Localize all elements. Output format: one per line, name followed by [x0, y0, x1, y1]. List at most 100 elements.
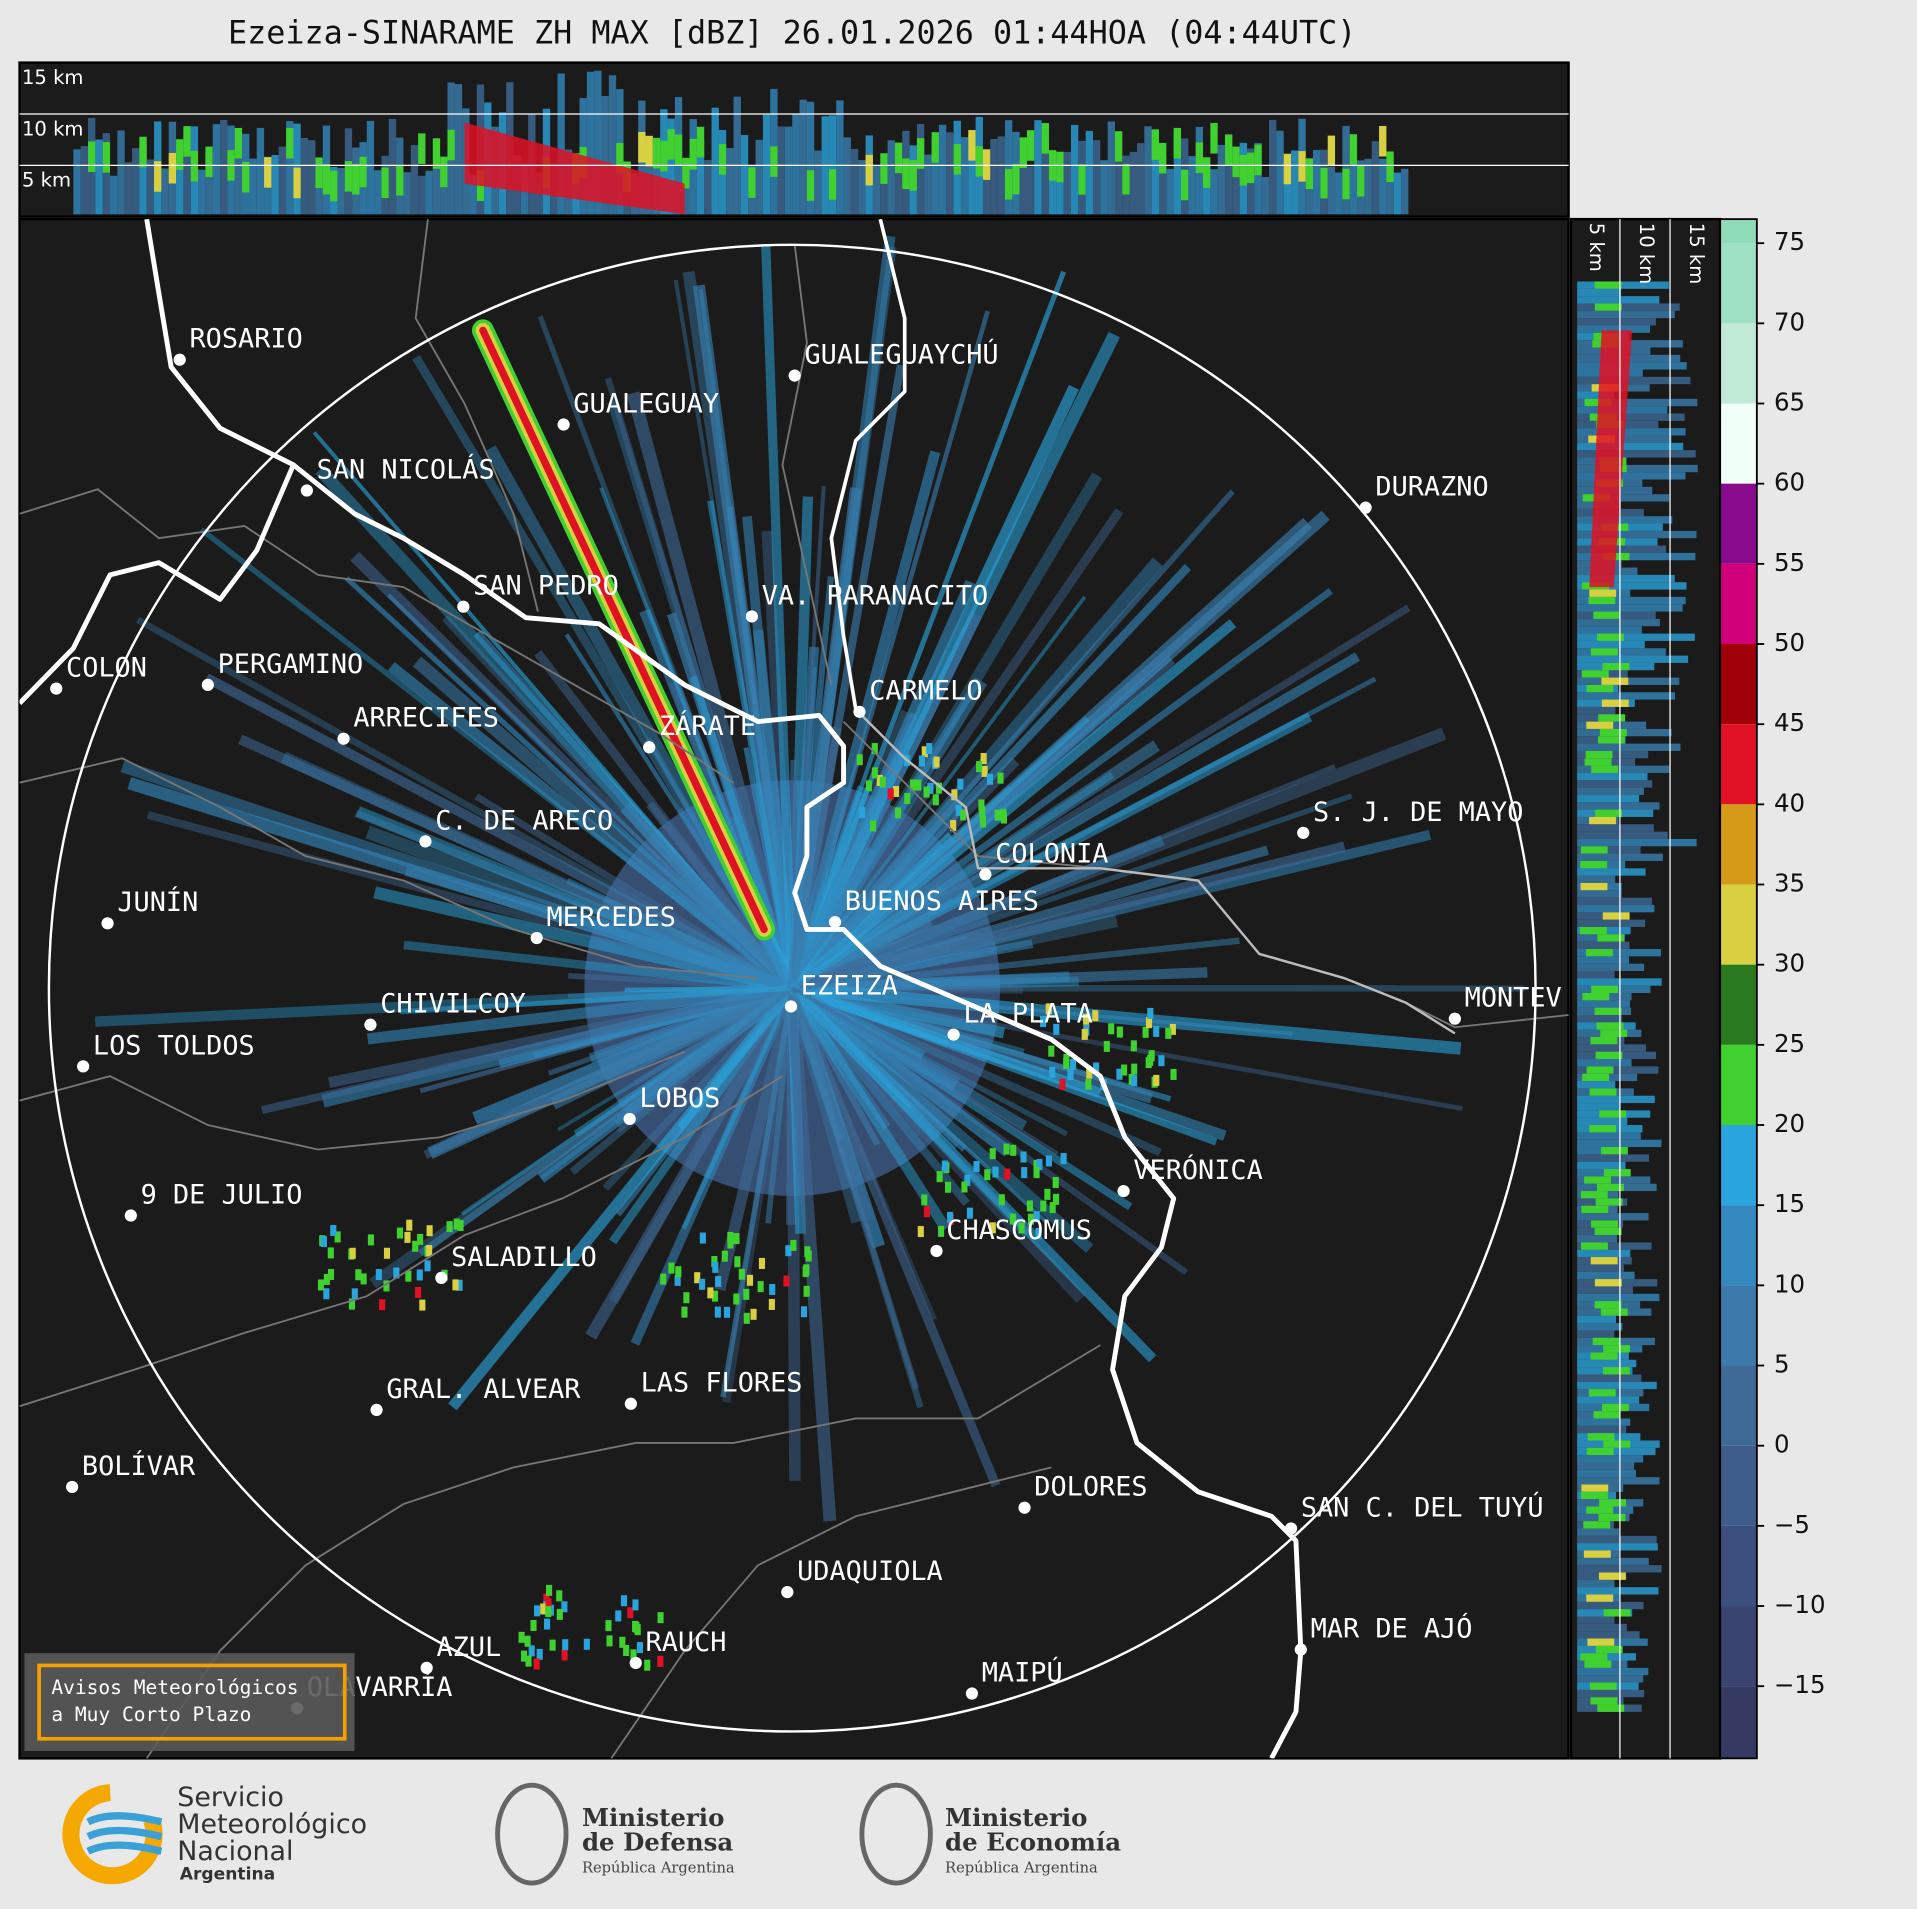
section-row [1577, 765, 1670, 773]
section-column [176, 139, 184, 170]
section-column [1247, 152, 1255, 184]
section-column [696, 139, 705, 215]
section-column [1056, 151, 1064, 183]
logo-text: Ministerio [582, 1803, 724, 1832]
section-row [1577, 941, 1630, 949]
section-row [1601, 1403, 1629, 1412]
section-row [1577, 787, 1644, 795]
section-row [1588, 596, 1616, 605]
echo-cell [893, 785, 900, 797]
section-column [425, 170, 433, 215]
section-column [982, 149, 991, 180]
section-row [1577, 288, 1622, 297]
city-dot [624, 1397, 637, 1410]
echo-cell [1009, 1213, 1016, 1225]
section-column [557, 73, 565, 215]
section-row [1580, 1491, 1608, 1500]
border [19, 757, 759, 980]
section-row [1577, 956, 1630, 964]
section-column [403, 172, 411, 215]
echo-cell [743, 1288, 750, 1300]
section-column [293, 167, 301, 199]
section-row [1577, 1374, 1642, 1382]
section-column [960, 137, 969, 215]
section-column [997, 136, 1005, 215]
section-column [696, 126, 705, 158]
section-row [1580, 846, 1608, 854]
section-row [1599, 1110, 1627, 1118]
echo-cell [733, 1293, 740, 1305]
section-row [1585, 948, 1613, 957]
echo-cell [1121, 1064, 1128, 1076]
echo-ray [387, 593, 794, 990]
section-row [1589, 1682, 1617, 1690]
city-label: LOBOS [639, 1083, 720, 1114]
section-column [916, 138, 925, 169]
section-row [1580, 1191, 1608, 1199]
section-column [286, 121, 294, 215]
section-column [975, 146, 983, 177]
echo-ray [602, 985, 795, 1191]
echo-ray [787, 985, 951, 1232]
section-column [740, 135, 749, 215]
section-column [836, 100, 844, 215]
echo-ray [792, 967, 1208, 994]
section-column [1254, 144, 1262, 176]
echo-cell [989, 1222, 996, 1234]
echo-ray [620, 802, 797, 993]
section-column [418, 133, 426, 164]
echo-cell [583, 1638, 590, 1650]
section-row [1577, 1271, 1635, 1280]
section-column [792, 114, 800, 215]
section-column [652, 137, 661, 169]
echo-ray [677, 807, 795, 990]
section-column [1232, 146, 1240, 178]
section-row [1577, 1286, 1633, 1294]
section-row [1577, 296, 1660, 304]
echo-ray [790, 489, 1235, 991]
echo-cell [945, 1181, 952, 1193]
echo-cell [783, 1275, 790, 1287]
section-column [154, 161, 162, 192]
echo-cell [1059, 1078, 1066, 1090]
echo-cell [1142, 1026, 1149, 1038]
echo-cell [711, 1290, 719, 1302]
colorbar-band [1720, 804, 1757, 885]
range-ring [47, 243, 1537, 1733]
section-column [176, 160, 184, 215]
echo-cell [620, 1595, 628, 1607]
section-row [1577, 1675, 1644, 1683]
section-column [1173, 130, 1182, 215]
echo-cell [1020, 1151, 1027, 1163]
echo-cell [915, 779, 922, 791]
echo-cell [1027, 1213, 1035, 1225]
section-row [1590, 1037, 1618, 1045]
section-column [601, 96, 609, 215]
section-column [894, 142, 903, 174]
colorbar-frame [1719, 218, 1758, 1760]
echo-cell [668, 1262, 675, 1274]
section-column [1239, 154, 1248, 186]
section-column [718, 144, 727, 175]
echo-cell [711, 1256, 718, 1268]
echo-ray [412, 355, 796, 991]
section-row [1577, 472, 1686, 480]
section-row [1601, 677, 1629, 685]
echo-cell [528, 1645, 535, 1657]
section-row [1577, 743, 1681, 751]
echo-cell [950, 820, 957, 832]
colorbar-band [1720, 219, 1757, 244]
echo-cell [923, 1206, 931, 1218]
section-column [359, 156, 367, 188]
echo-cell [334, 1231, 341, 1243]
section-row [1577, 574, 1675, 583]
echo-cell [802, 1266, 809, 1278]
section-row [1577, 919, 1646, 927]
echo-cell [1010, 1144, 1017, 1156]
echo-cell [1035, 1227, 1042, 1239]
echo-cell [1145, 1017, 1153, 1029]
echo-ray [792, 986, 1294, 1036]
section-column [440, 164, 448, 215]
section-column [1313, 149, 1321, 215]
echo-cell [456, 1279, 463, 1291]
